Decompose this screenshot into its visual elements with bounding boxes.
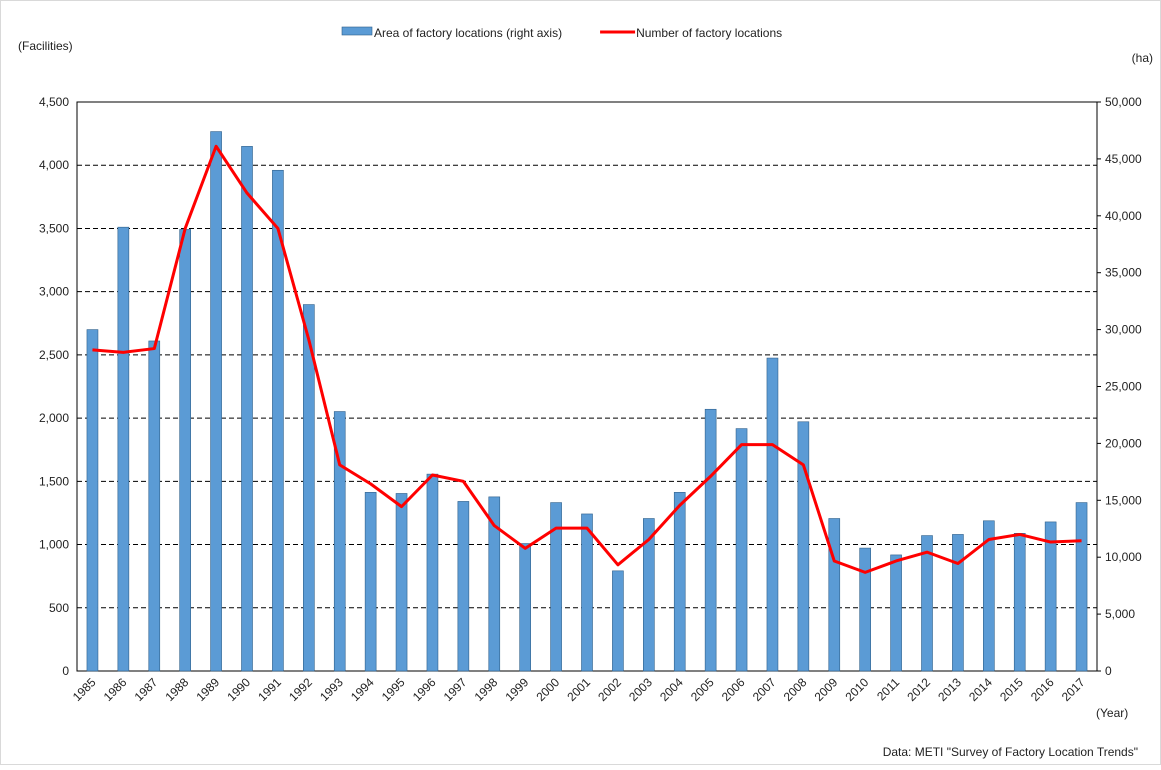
y2-tick-label: 50,000 [1105, 95, 1142, 109]
y-tick-label: 4,000 [39, 158, 69, 172]
bar [735, 428, 748, 672]
bar [983, 520, 995, 672]
bar [921, 535, 933, 672]
bar [364, 492, 377, 672]
y2-tick-label: 40,000 [1105, 209, 1142, 223]
bar [704, 408, 717, 672]
y2-tick-label: 10,000 [1105, 550, 1142, 564]
y-tick-label: 1,000 [39, 538, 69, 552]
x-axis-label: (Year) [1096, 706, 1128, 720]
bar [426, 473, 439, 672]
bar [1075, 502, 1088, 672]
bar [673, 492, 686, 672]
y2-tick-label: 5,000 [1105, 607, 1135, 621]
bar [179, 229, 191, 672]
bar [117, 226, 130, 672]
y-tick-label: 500 [49, 601, 69, 615]
line [92, 144, 1082, 574]
bar [952, 534, 964, 672]
y-tick-label: 3,500 [39, 221, 69, 235]
y-tick-label: 0 [62, 664, 69, 678]
y2-tick-label: 20,000 [1105, 436, 1142, 450]
legend-swatch [341, 26, 373, 36]
source-note: Data: METI "Survey of Factory Location T… [883, 745, 1138, 759]
bar [241, 146, 253, 672]
y2-tick-label: 15,000 [1105, 493, 1142, 507]
bar [272, 169, 284, 672]
bar [581, 513, 593, 672]
y-axis-label: (Facilities) [18, 39, 73, 53]
bar [148, 340, 161, 672]
y-tick-label: 2,500 [39, 348, 69, 362]
y-tick-label: 1,500 [39, 474, 69, 488]
bar [488, 496, 501, 672]
bar [828, 518, 841, 672]
bar [1013, 533, 1026, 672]
bar [612, 570, 624, 672]
y2-tick-label: 0 [1105, 664, 1112, 678]
legend-label: Area of factory locations (right axis) [374, 26, 562, 40]
bar [210, 131, 222, 672]
bar [550, 502, 562, 672]
y2-tick-label: 30,000 [1105, 323, 1142, 337]
bar [519, 543, 531, 672]
bar [890, 554, 902, 672]
bar [457, 501, 470, 672]
bar [766, 357, 779, 672]
bar [859, 547, 871, 672]
bar [643, 518, 655, 672]
legend-label: Number of factory locations [636, 26, 782, 40]
bar [333, 411, 346, 672]
y2-axis-label: (ha) [1132, 51, 1153, 65]
bar [303, 304, 315, 672]
bar [1044, 521, 1057, 672]
y-tick-label: 4,500 [39, 95, 69, 109]
y2-tick-label: 35,000 [1105, 266, 1142, 280]
y2-tick-label: 25,000 [1105, 380, 1142, 394]
y-tick-label: 2,000 [39, 411, 69, 425]
bar [395, 493, 408, 672]
bar [86, 329, 99, 672]
y-tick-label: 3,000 [39, 285, 69, 299]
y2-tick-label: 45,000 [1105, 152, 1142, 166]
bar [797, 421, 810, 672]
